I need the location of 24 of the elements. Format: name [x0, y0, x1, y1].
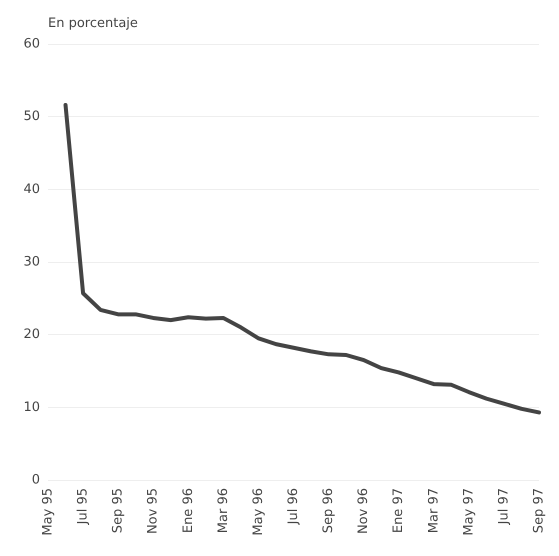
- y-tick-label: 50: [23, 109, 40, 124]
- y-tick-label: 60: [23, 36, 40, 52]
- x-tick-label: Jul 95: [76, 488, 91, 526]
- y-tick-label: 20: [23, 327, 40, 342]
- y-tick-label: 0: [32, 472, 40, 488]
- x-tick-label: Sep 97: [532, 488, 546, 534]
- y-tick-label: 10: [23, 400, 40, 415]
- x-tick-label: May 96: [250, 488, 266, 536]
- x-tick-label: Ene 97: [391, 488, 406, 534]
- line-series: [64, 103, 541, 414]
- x-tick-label: Sep 95: [110, 488, 126, 534]
- x-tick-label: May 95: [40, 488, 56, 536]
- x-tick-label: May 97: [461, 488, 476, 536]
- y-tick-label: 30: [23, 254, 40, 270]
- x-tick-label: Mar 97: [426, 488, 442, 534]
- x-tick-label: Nov 95: [146, 488, 161, 534]
- x-tick-label: Sep 96: [321, 488, 336, 534]
- x-tick-label: Mar 96: [216, 488, 231, 534]
- x-tick-label: Nov 96: [356, 488, 372, 534]
- x-tick-label: Ene 96: [180, 488, 196, 534]
- x-tick-label: Jul 96: [286, 488, 301, 526]
- y-tick-label: 40: [23, 182, 40, 197]
- x-tick-label: Jul 97: [496, 488, 512, 526]
- y-axis-title: En porcentaje: [48, 16, 138, 31]
